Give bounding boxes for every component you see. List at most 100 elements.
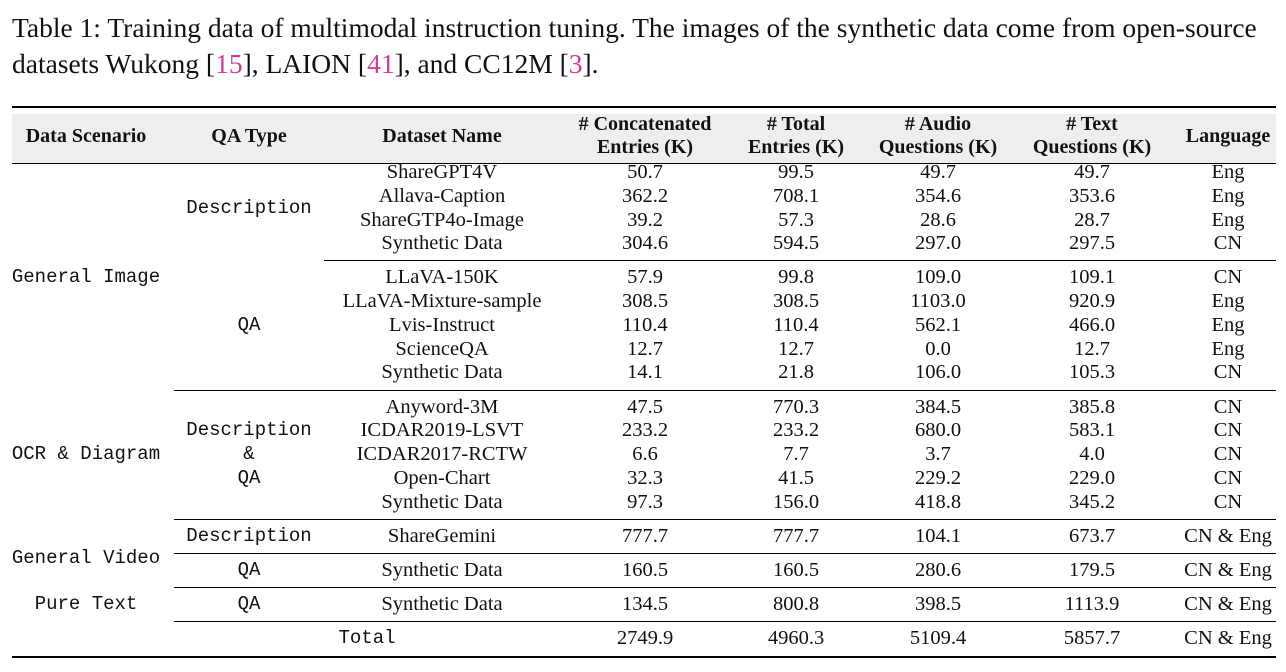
cell-name: Synthetic Data bbox=[381, 232, 503, 254]
cell-audio: 49.7 bbox=[920, 161, 956, 183]
cell-total: 110.4 bbox=[773, 314, 819, 336]
cell-lang: Eng bbox=[1211, 338, 1245, 360]
cell-concat: 362.2 bbox=[621, 185, 669, 207]
cell-text: 353.6 bbox=[1068, 185, 1116, 207]
scenario-general-image: General Image bbox=[11, 266, 161, 288]
cell-text: 12.7 bbox=[1074, 338, 1110, 360]
cell-concat: 233.2 bbox=[621, 419, 669, 441]
top-rule bbox=[12, 106, 1276, 108]
caption-mid-2: ], and CC12M [ bbox=[394, 48, 569, 79]
rule-total bbox=[174, 621, 1276, 622]
cell-name: Synthetic Data bbox=[381, 361, 503, 383]
cell-lang: CN bbox=[1213, 443, 1243, 465]
scenario-ocr-diagram: OCR & Diagram bbox=[11, 443, 161, 465]
cell-name: ICDAR2019-LSVT bbox=[360, 419, 524, 441]
cell-lang: Eng bbox=[1211, 209, 1245, 231]
cell-total: 770.3 bbox=[772, 396, 820, 418]
cell-audio: 109.0 bbox=[914, 266, 962, 288]
cell-text: 345.2 bbox=[1068, 491, 1116, 513]
cell-audio: 280.6 bbox=[914, 559, 962, 581]
header-concatenated: # Concatenated Entries (K) bbox=[579, 113, 712, 158]
citation-link-41[interactable]: 41 bbox=[367, 48, 395, 79]
header-text-line1: # Text bbox=[1066, 113, 1118, 135]
cell-name: Lvis-Instruct bbox=[389, 314, 495, 336]
cell-lang: CN bbox=[1213, 491, 1243, 513]
cell-lang: CN bbox=[1213, 467, 1243, 489]
cell-total: 12.7 bbox=[778, 338, 814, 360]
caption-mid-1: ], LAION [ bbox=[242, 48, 368, 79]
header-total-line2: Entries (K) bbox=[747, 135, 845, 158]
cell-audio: 398.5 bbox=[914, 593, 962, 615]
header-dataset-name: Dataset Name bbox=[382, 125, 502, 147]
qa-type-text-qa: QA bbox=[237, 593, 261, 615]
header-rule bbox=[12, 163, 1276, 164]
cell-lang: CN bbox=[1213, 396, 1243, 418]
cell-total: 99.5 bbox=[778, 161, 814, 183]
header-audio-questions: # Audio Questions (K) bbox=[879, 113, 997, 158]
total-audio: 5109.4 bbox=[909, 627, 967, 649]
total-label: Total bbox=[338, 627, 396, 649]
cell-total: 233.2 bbox=[772, 419, 820, 441]
citation-link-15[interactable]: 15 bbox=[215, 48, 243, 79]
qa-type-ocr-description: Description bbox=[186, 419, 312, 441]
citation-link-3[interactable]: 3 bbox=[568, 48, 583, 79]
cell-audio: 229.2 bbox=[914, 467, 962, 489]
header-concatenated-line1: # Concatenated bbox=[578, 113, 712, 135]
cell-concat: 57.9 bbox=[627, 266, 663, 288]
cell-lang: CN bbox=[1213, 361, 1243, 383]
cell-lang: CN & Eng bbox=[1184, 559, 1272, 581]
cell-total: 160.5 bbox=[772, 559, 820, 581]
cell-lang: CN & Eng bbox=[1184, 525, 1272, 547]
cell-lang: CN bbox=[1213, 419, 1243, 441]
cell-concat: 308.5 bbox=[621, 290, 669, 312]
cell-name: ICDAR2017-RCTW bbox=[356, 443, 528, 465]
header-background bbox=[12, 114, 1276, 164]
cell-audio: 384.5 bbox=[914, 396, 962, 418]
cell-text: 49.7 bbox=[1074, 161, 1110, 183]
rule-ocr bbox=[174, 390, 1276, 391]
header-concatenated-line2: Entries (K) bbox=[596, 135, 694, 158]
cell-name: ShareGemini bbox=[387, 525, 497, 547]
total-language: CN & Eng bbox=[1184, 627, 1272, 649]
cell-concat: 6.6 bbox=[632, 443, 658, 465]
cell-name: ScienceQA bbox=[395, 338, 489, 360]
cell-name: Synthetic Data bbox=[381, 491, 503, 513]
cell-audio: 354.6 bbox=[914, 185, 962, 207]
caption-prefix: Table 1: Training data of multimodal ins… bbox=[12, 12, 1257, 79]
data-table: Data Scenario QA Type Dataset Name # Con… bbox=[12, 106, 1276, 658]
cell-concat: 97.3 bbox=[627, 491, 663, 513]
cell-audio: 418.8 bbox=[914, 491, 962, 513]
cell-concat: 134.5 bbox=[621, 593, 669, 615]
cell-concat: 304.6 bbox=[621, 232, 669, 254]
cell-text: 583.1 bbox=[1068, 419, 1116, 441]
cell-concat: 50.7 bbox=[627, 161, 663, 183]
cell-text: 4.0 bbox=[1079, 443, 1105, 465]
cell-lang: CN & Eng bbox=[1184, 593, 1272, 615]
cell-audio: 104.1 bbox=[914, 525, 962, 547]
cell-total: 99.8 bbox=[778, 266, 814, 288]
cell-audio: 562.1 bbox=[914, 314, 962, 336]
header-data-scenario: Data Scenario bbox=[25, 125, 147, 147]
cell-name: Anyword-3M bbox=[385, 396, 499, 418]
cell-name: ShareGPT4V bbox=[386, 161, 498, 183]
cell-concat: 47.5 bbox=[627, 396, 663, 418]
cell-name: LLaVA-150K bbox=[385, 266, 499, 288]
cell-lang: CN bbox=[1213, 232, 1243, 254]
header-text-line2: Questions (K) bbox=[1032, 135, 1152, 158]
scenario-general-video: General Video bbox=[11, 547, 161, 569]
bottom-rule bbox=[12, 656, 1276, 658]
table-caption: Table 1: Training data of multimodal ins… bbox=[12, 10, 1280, 82]
rule-video-qa bbox=[174, 553, 1276, 554]
cell-name: Synthetic Data bbox=[381, 559, 503, 581]
cell-total: 777.7 bbox=[772, 525, 820, 547]
cell-audio: 0.0 bbox=[925, 338, 951, 360]
qa-type-video-qa: QA bbox=[237, 559, 261, 581]
cell-name: Open-Chart bbox=[393, 467, 491, 489]
qa-type-video-description: Description bbox=[186, 525, 312, 547]
cell-text: 920.9 bbox=[1068, 290, 1116, 312]
header-text-questions: # Text Questions (K) bbox=[1033, 113, 1151, 158]
cell-total: 308.5 bbox=[772, 290, 820, 312]
header-audio-line2: Questions (K) bbox=[878, 135, 998, 158]
header-language: Language bbox=[1185, 125, 1271, 147]
cell-name: Allava-Caption bbox=[378, 185, 506, 207]
